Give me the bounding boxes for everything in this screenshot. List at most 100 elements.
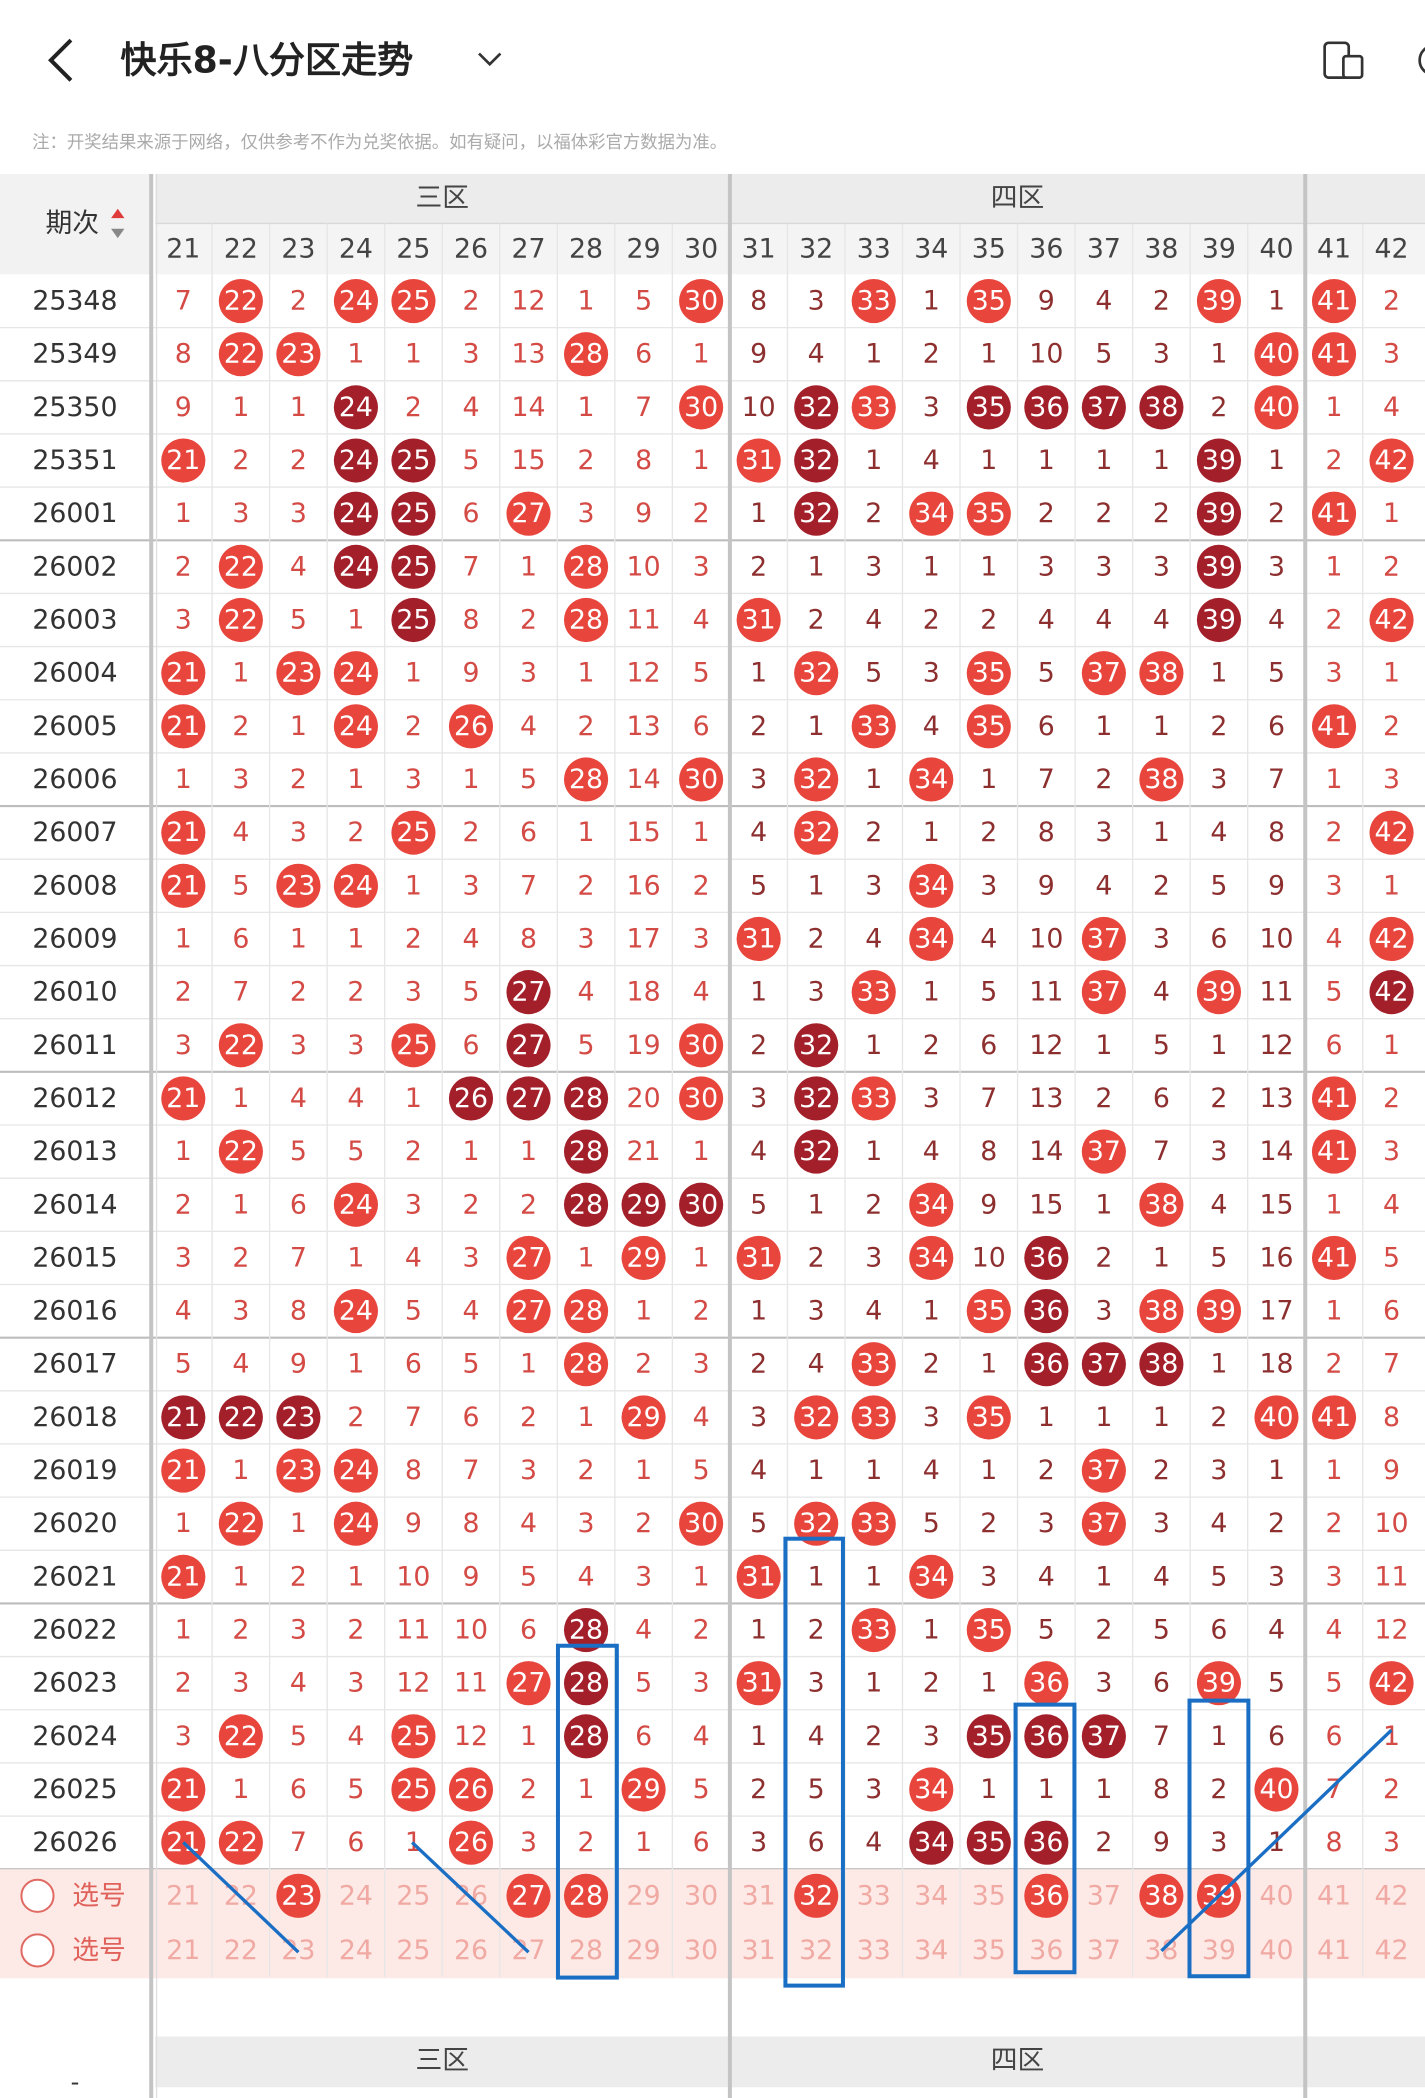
column-number: 37 [1087, 233, 1121, 264]
select-number[interactable]: 35 [972, 1880, 1006, 1911]
miss-count: 2 [1383, 1774, 1400, 1805]
select-number[interactable]: 23 [281, 1880, 315, 1911]
select-number[interactable]: 38 [1144, 1880, 1178, 1911]
select-number[interactable]: 21 [166, 1880, 200, 1911]
layout-icon[interactable] [1323, 41, 1364, 79]
select-number[interactable]: 33 [857, 1880, 891, 1911]
select-number[interactable]: 42 [1375, 1880, 1409, 1911]
select-number[interactable]: 41 [1317, 1935, 1351, 1966]
select-number[interactable]: 25 [396, 1935, 430, 1966]
repeat-ball [161, 1395, 206, 1440]
miss-count: 15 [627, 817, 661, 848]
select-number[interactable]: 27 [512, 1880, 546, 1911]
miss-count: 2 [1383, 286, 1400, 317]
select-number[interactable]: 28 [569, 1880, 603, 1911]
repeat-ball [391, 491, 436, 536]
period: 26025 [32, 1774, 117, 1805]
select-number[interactable]: 30 [684, 1935, 718, 1966]
miss-count: 2 [1210, 1774, 1227, 1805]
select-number[interactable]: 32 [799, 1935, 833, 1966]
selected-ball[interactable] [1139, 1873, 1184, 1918]
select-number[interactable]: 41 [1317, 1880, 1351, 1911]
miss-count: 1 [175, 764, 192, 795]
miss-count: 1 [808, 1455, 825, 1486]
selected-ball[interactable] [506, 1873, 551, 1918]
select-number[interactable]: 32 [799, 1880, 833, 1911]
select-number[interactable]: 36 [1029, 1935, 1063, 1966]
hit-ball [333, 1288, 378, 1334]
select-number[interactable]: 33 [857, 1935, 891, 1966]
hit-ball [161, 438, 206, 483]
back-button[interactable] [48, 38, 73, 82]
hit-number: 27 [512, 1668, 546, 1699]
hit-number: 36 [1029, 1721, 1063, 1752]
hit-ball [218, 1129, 263, 1174]
selected-ball[interactable] [563, 1873, 609, 1918]
select-number[interactable]: 29 [627, 1935, 661, 1966]
period-header[interactable]: 期次 [46, 208, 100, 239]
select-number[interactable]: 36 [1029, 1880, 1063, 1911]
annotation-line [410, 1841, 530, 1954]
miss-count: 1 [1383, 1030, 1400, 1061]
select-number[interactable]: 31 [742, 1880, 776, 1911]
miss-count: 17 [627, 923, 661, 954]
miss-count: 7 [980, 1083, 997, 1114]
miss-count: 10 [396, 1561, 430, 1592]
select-number[interactable]: 30 [684, 1880, 718, 1911]
select-number[interactable]: 29 [627, 1880, 661, 1911]
select-number[interactable]: 24 [339, 1935, 373, 1966]
select-checkbox[interactable] [20, 1878, 55, 1913]
select-number[interactable]: 21 [166, 1935, 200, 1966]
select-number[interactable]: 34 [914, 1935, 948, 1966]
select-number[interactable]: 40 [1259, 1880, 1293, 1911]
select-number[interactable]: 31 [742, 1935, 776, 1966]
select-number[interactable]: 24 [339, 1880, 373, 1911]
hit-number: 21 [166, 1402, 200, 1433]
selected-ball[interactable] [276, 1873, 321, 1918]
miss-count: 2 [347, 1615, 364, 1646]
miss-count: 14 [1029, 1136, 1063, 1167]
miss-count: 2 [1153, 1455, 1170, 1486]
miss-count: 1 [1095, 1189, 1112, 1220]
more-icon[interactable] [1418, 45, 1425, 74]
hit-ball [851, 704, 896, 749]
miss-count: 3 [1383, 1136, 1400, 1167]
select-number[interactable]: 35 [972, 1935, 1006, 1966]
select-number[interactable]: 40 [1259, 1935, 1293, 1966]
selected-ball[interactable] [794, 1873, 839, 1918]
period: 25351 [32, 445, 117, 476]
miss-count: 3 [1153, 551, 1170, 582]
select-number[interactable]: 28 [569, 1935, 603, 1966]
select-label[interactable]: 选号 [72, 1935, 126, 1966]
hit-ball [736, 438, 781, 483]
selected-ball[interactable] [1024, 1873, 1069, 1918]
select-number[interactable]: 37 [1087, 1880, 1121, 1911]
hit-number: 24 [339, 1508, 373, 1539]
period: 26016 [32, 1296, 117, 1327]
select-number[interactable]: 25 [396, 1880, 430, 1911]
hit-ball [966, 704, 1011, 749]
hit-ball [1081, 651, 1126, 696]
select-number[interactable]: 39 [1202, 1935, 1236, 1966]
miss-count: 2 [232, 445, 249, 476]
miss-count: 1 [520, 1721, 537, 1752]
hit-number: 41 [1317, 1136, 1351, 1167]
select-number[interactable]: 42 [1375, 1935, 1409, 1966]
dropdown-toggle[interactable] [478, 52, 502, 67]
hit-ball [218, 544, 263, 589]
period: 26019 [32, 1455, 117, 1486]
select-number[interactable]: 37 [1087, 1935, 1121, 1966]
select-checkbox[interactable] [20, 1933, 55, 1968]
miss-count: 1 [405, 339, 422, 370]
select-number[interactable]: 26 [454, 1935, 488, 1966]
hit-number: 41 [1317, 339, 1351, 370]
select-label[interactable]: 选号 [72, 1880, 126, 1911]
select-number[interactable]: 22 [224, 1935, 258, 1966]
miss-count: 4 [1095, 605, 1112, 636]
column-number: 28 [569, 233, 603, 264]
miss-count: 2 [1210, 1402, 1227, 1433]
miss-count: 1 [1325, 1455, 1342, 1486]
select-number[interactable]: 34 [914, 1880, 948, 1911]
miss-count: 2 [1325, 1508, 1342, 1539]
hit-ball [966, 1288, 1011, 1334]
